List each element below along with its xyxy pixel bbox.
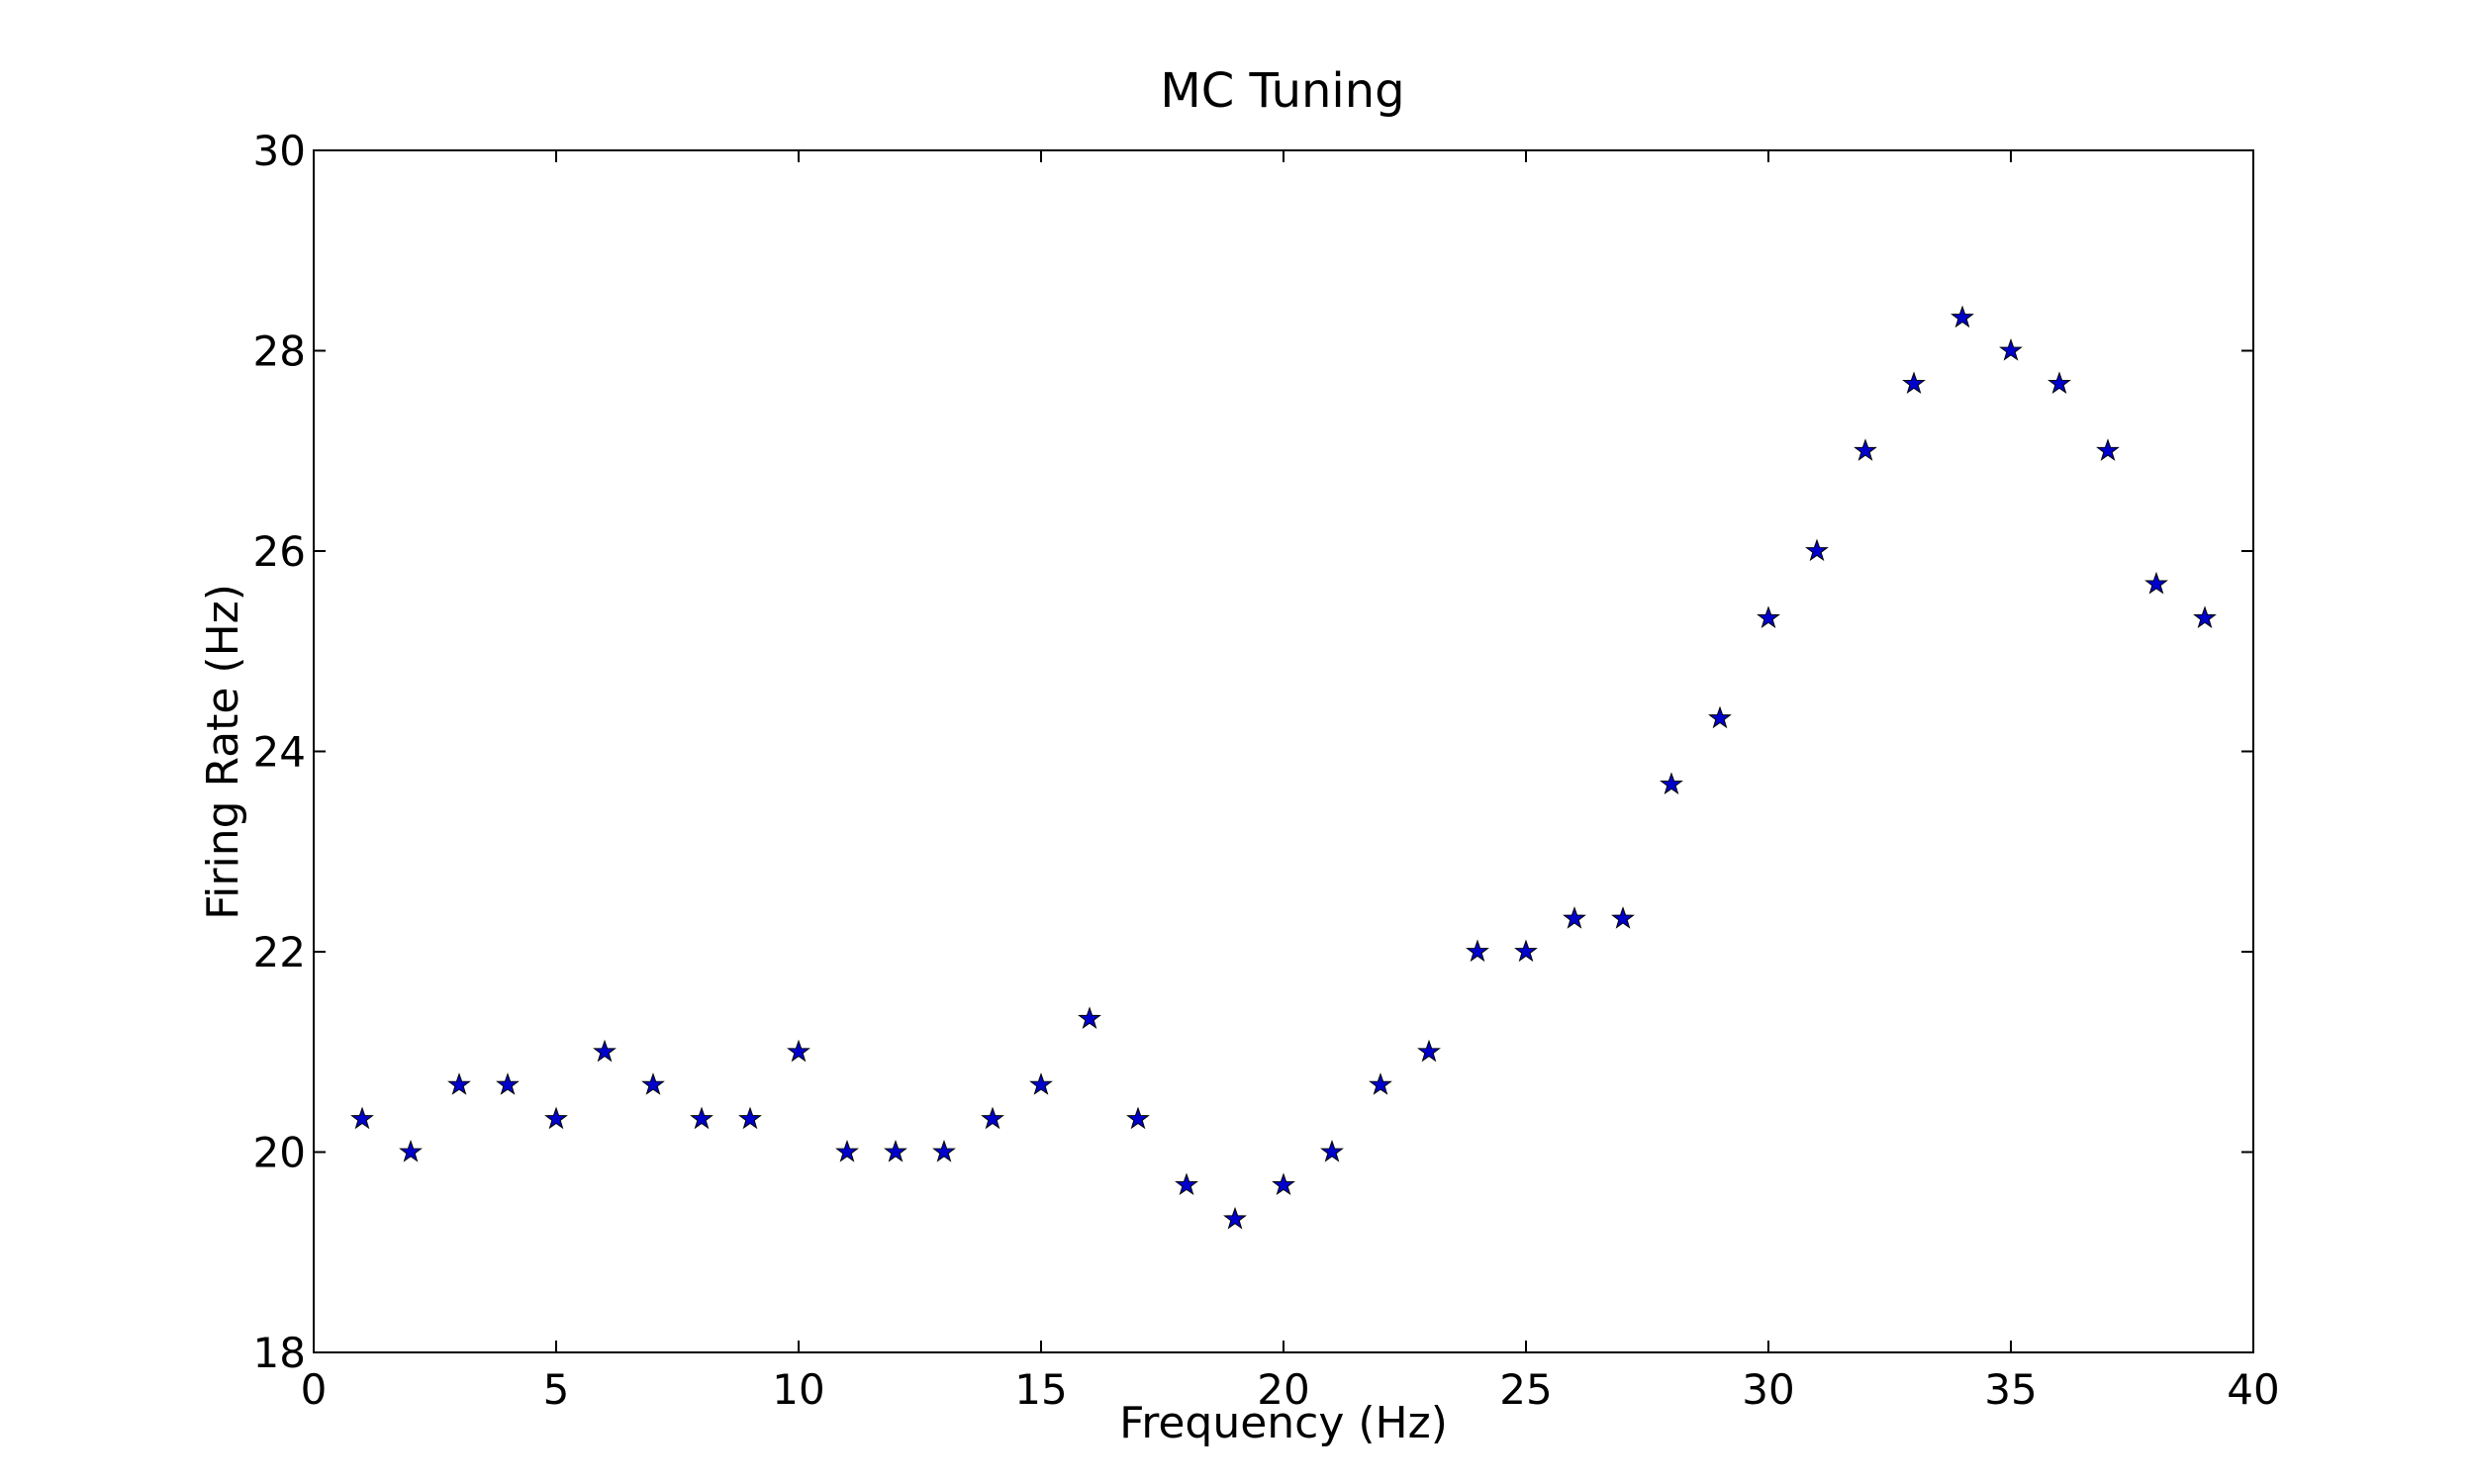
y-tick-label: 24 — [253, 728, 306, 777]
y-tick-label: 22 — [253, 928, 306, 976]
data-point — [738, 1106, 762, 1130]
data-point — [1126, 1106, 1150, 1130]
data-point — [1369, 1072, 1392, 1095]
y-axis-ticks: 18 20 22 24 26 28 30 — [253, 127, 2253, 1377]
data-point — [1272, 1172, 1295, 1196]
data-point — [1078, 1006, 1101, 1029]
data-point — [2047, 371, 2071, 395]
y-tick-label: 20 — [253, 1129, 306, 1177]
data-point — [496, 1072, 520, 1095]
x-tick-label: 40 — [2227, 1365, 2279, 1414]
data-point — [1466, 939, 1489, 963]
x-tick-label: 20 — [1257, 1365, 1309, 1414]
x-axis-ticks: 0 5 10 15 20 25 30 35 40 — [301, 150, 2280, 1414]
x-axis-label: Frequency (Hz) — [1119, 1398, 1448, 1448]
data-point — [399, 1139, 423, 1162]
data-point — [544, 1106, 568, 1130]
data-point — [1563, 906, 1586, 929]
x-tick-label: 10 — [772, 1365, 824, 1414]
x-tick-label: 0 — [301, 1365, 328, 1414]
data-point — [884, 1139, 907, 1162]
x-tick-label: 30 — [1742, 1365, 1794, 1414]
data-point — [593, 1039, 617, 1063]
data-point — [1223, 1206, 1247, 1230]
data-point — [690, 1106, 714, 1130]
data-point — [835, 1139, 859, 1162]
plot-area-frame — [313, 149, 2254, 1353]
data-point — [2096, 438, 2120, 461]
x-tick-label: 35 — [1984, 1365, 2037, 1414]
data-point — [932, 1139, 956, 1162]
data-point — [1611, 906, 1635, 929]
y-tick-label: 28 — [253, 327, 306, 376]
data-points — [350, 305, 2217, 1230]
data-point — [981, 1106, 1004, 1130]
data-point — [1854, 438, 1877, 461]
x-tick-label: 25 — [1499, 1365, 1552, 1414]
y-tick-label: 26 — [253, 527, 306, 576]
data-point — [1757, 605, 1780, 628]
data-point — [787, 1039, 810, 1063]
data-point — [1320, 1139, 1344, 1162]
data-point — [1708, 705, 1732, 729]
chart-title: MC Tuning — [1160, 63, 1404, 119]
data-point — [447, 1072, 471, 1095]
x-tick-label: 5 — [543, 1365, 570, 1414]
data-point — [1999, 337, 2023, 361]
y-axis-label: Firing Rate (Hz) — [198, 584, 248, 920]
y-tick-label: 30 — [253, 127, 306, 175]
data-point — [1029, 1072, 1053, 1095]
y-tick-label: 18 — [253, 1329, 306, 1377]
data-point — [350, 1106, 374, 1130]
data-point — [1951, 305, 1974, 328]
x-tick-label: 15 — [1014, 1365, 1067, 1414]
data-point — [2193, 605, 2217, 628]
data-point — [1514, 939, 1538, 963]
data-point — [641, 1072, 665, 1095]
data-point — [1417, 1039, 1441, 1063]
data-point — [1175, 1172, 1198, 1196]
data-point — [1805, 538, 1829, 562]
data-point — [1660, 772, 1683, 795]
data-point — [1902, 371, 1926, 395]
data-point — [2144, 571, 2168, 595]
